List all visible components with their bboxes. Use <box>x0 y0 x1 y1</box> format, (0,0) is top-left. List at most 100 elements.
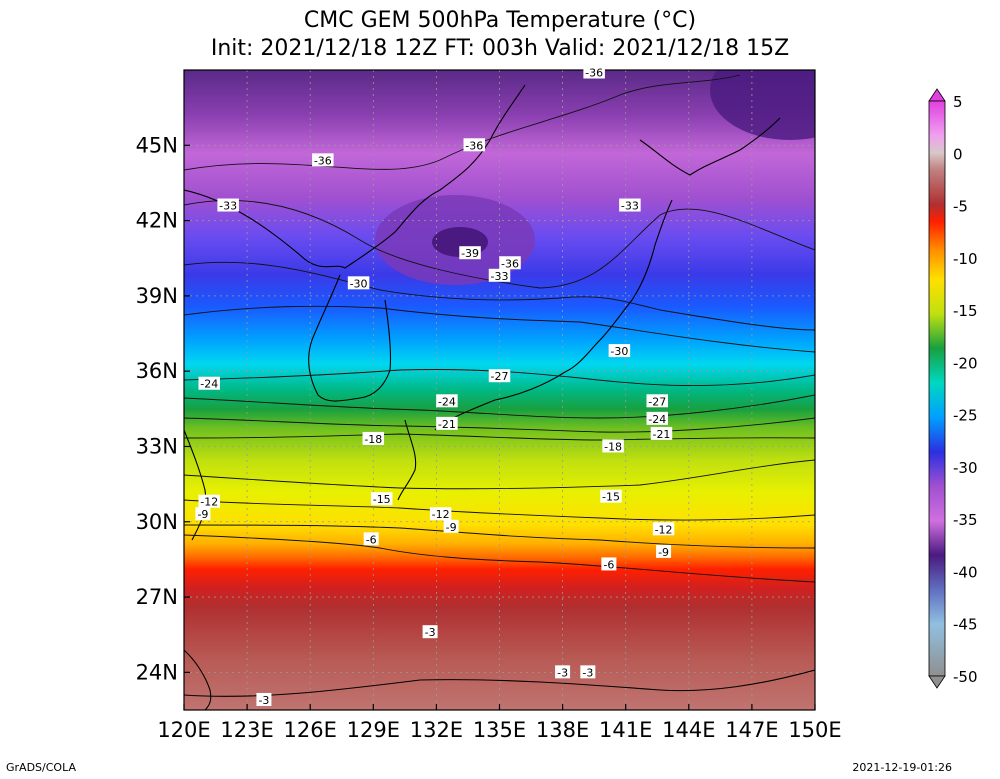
colorbar-label: -40 <box>953 563 978 581</box>
colorbar-label: 5 <box>953 93 963 111</box>
contour-label: -18 <box>362 431 385 446</box>
colorbar-label: -15 <box>953 302 978 320</box>
contour-label: -27 <box>488 369 511 383</box>
contour-label: -9 <box>195 507 211 521</box>
lat-tick-label: 42N <box>136 209 178 233</box>
contour-label: -36 <box>583 65 605 80</box>
contour-label: -3 <box>256 692 272 707</box>
svg-text:-24: -24 <box>648 413 666 426</box>
colorbar-bottom-arrow <box>928 675 946 689</box>
colorbar: 5 0 -5 -10 -15 -20 -25 -30 -35 -40 -45 -50 <box>928 88 978 689</box>
svg-text:-33: -33 <box>621 200 639 213</box>
colorbar-label: 0 <box>953 145 963 163</box>
svg-text:-9: -9 <box>446 521 457 534</box>
contour-label: -33 <box>217 198 239 213</box>
svg-text:-18: -18 <box>364 433 382 446</box>
svg-text:-36: -36 <box>314 154 332 167</box>
svg-text:-12: -12 <box>200 496 218 509</box>
contour-label: -39 <box>459 246 481 260</box>
lat-tick-label: 30N <box>136 510 178 534</box>
footer-credit: GrADS/COLA <box>6 761 76 774</box>
contour-label: -24 <box>646 411 668 426</box>
lat-tick-label: 39N <box>136 284 178 308</box>
colorbar-label: -10 <box>953 250 978 268</box>
svg-text:-39: -39 <box>461 247 479 260</box>
svg-text:-36: -36 <box>501 257 519 270</box>
chart-title: CMC GEM 500hPa Temperature (°C) <box>303 8 697 33</box>
svg-text:-12: -12 <box>655 523 673 536</box>
contour-label: -12 <box>652 522 675 536</box>
svg-text:-30: -30 <box>610 345 628 358</box>
lat-tick-label: 45N <box>136 133 178 157</box>
contour-label: -12 <box>429 507 452 521</box>
lon-tick-label: 141E <box>599 718 652 742</box>
contour-label: -27 <box>646 394 668 408</box>
svg-text:-24: -24 <box>438 395 456 408</box>
svg-text:-21: -21 <box>652 428 670 441</box>
isotherms <box>184 74 815 583</box>
contour-label: -33 <box>488 268 511 283</box>
svg-text:-15: -15 <box>373 493 391 506</box>
svg-text:-27: -27 <box>648 395 666 408</box>
contour-label: -24 <box>198 376 220 391</box>
cold-pool-ne <box>710 70 815 140</box>
contour-label: -3 <box>422 625 438 639</box>
colorbar-label: -25 <box>953 407 978 425</box>
lat-tick-label: 33N <box>136 434 178 458</box>
contour-label: -36 <box>499 256 521 270</box>
svg-text:-3: -3 <box>582 666 593 679</box>
lon-tick-label: 123E <box>220 718 273 742</box>
svg-text:-3: -3 <box>258 694 269 707</box>
lon-tick-label: 150E <box>788 718 841 742</box>
contour-label: -15 <box>600 489 622 504</box>
contour-label: -30 <box>347 276 370 290</box>
lat-tick-label: 27N <box>136 585 178 609</box>
colorbar-bar <box>928 100 946 677</box>
svg-text:-9: -9 <box>658 546 669 559</box>
colorbar-label: -35 <box>953 511 978 529</box>
contour-label: -24 <box>436 394 458 408</box>
svg-text:-9: -9 <box>197 508 208 521</box>
lon-tick-label: 138E <box>536 718 589 742</box>
colorbar-label: -45 <box>953 616 978 634</box>
contour-label: -3 <box>580 665 596 679</box>
lon-tick-label: 129E <box>347 718 400 742</box>
contour-label: -18 <box>602 439 624 453</box>
footer-timestamp: 2021-12-19-01:26 <box>852 761 952 774</box>
svg-text:-30: -30 <box>350 277 368 290</box>
lon-tick-label: 120E <box>157 718 210 742</box>
contour-label: -30 <box>608 344 631 358</box>
svg-text:-21: -21 <box>438 418 456 431</box>
contour-label: -9 <box>656 544 672 559</box>
svg-text:-6: -6 <box>603 558 614 571</box>
svg-text:-3: -3 <box>425 626 436 639</box>
contour-label: -36 <box>312 153 334 167</box>
contour-label: -21 <box>436 416 458 431</box>
contour-label: -9 <box>443 519 459 534</box>
svg-text:-33: -33 <box>219 200 237 213</box>
contour-label: -36 <box>463 138 486 152</box>
svg-text:-36: -36 <box>465 139 483 152</box>
colorbar-top-arrow <box>928 88 946 102</box>
lon-tick-label: 147E <box>725 718 778 742</box>
svg-text:-12: -12 <box>432 508 450 521</box>
svg-text:-15: -15 <box>602 491 620 504</box>
lon-tick-label: 132E <box>410 718 463 742</box>
svg-text:-24: -24 <box>200 378 218 391</box>
coastlines <box>184 84 815 710</box>
chart-subtitle: Init: 2021/12/18 12Z FT: 003h Valid: 202… <box>210 36 790 61</box>
svg-text:-3: -3 <box>557 666 568 679</box>
lat-tick-label: 24N <box>136 660 178 684</box>
svg-text:-6: -6 <box>366 533 377 546</box>
svg-text:-27: -27 <box>491 370 509 383</box>
contour-label: -6 <box>363 532 379 546</box>
contour-label: -21 <box>650 426 673 441</box>
colorbar-label: -50 <box>953 668 978 686</box>
svg-text:-33: -33 <box>491 270 509 283</box>
lon-tick-label: 135E <box>473 718 526 742</box>
contour-label: -12 <box>198 494 220 509</box>
contour-label: -33 <box>619 198 641 213</box>
lon-tick-label: 144E <box>662 718 715 742</box>
svg-text:-18: -18 <box>604 440 622 453</box>
